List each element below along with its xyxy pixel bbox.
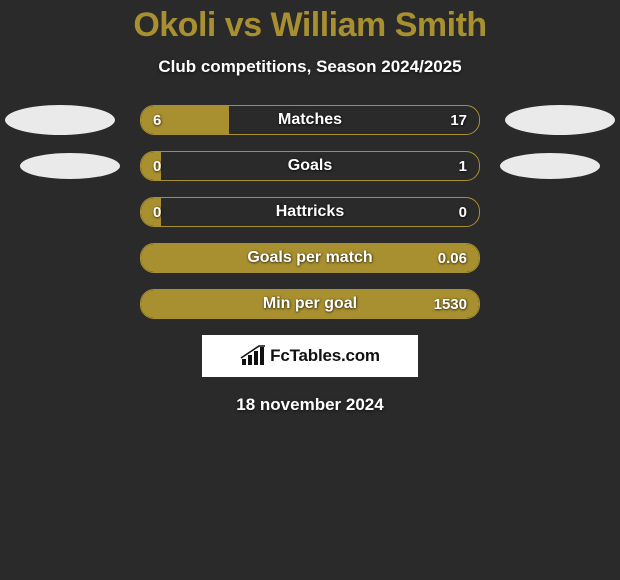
- stat-bar-fill: [141, 106, 229, 134]
- stat-bar-fill: [141, 198, 161, 226]
- stat-label: Goals: [141, 152, 479, 180]
- player-badge-right: [505, 105, 615, 135]
- subtitle: Club competitions, Season 2024/2025: [0, 57, 620, 77]
- logo-text: FcTables.com: [270, 346, 380, 366]
- page-title: Okoli vs William Smith: [0, 6, 620, 45]
- stats-area: 617Matches01Goals00Hattricks0.06Goals pe…: [0, 105, 620, 319]
- date-text: 18 november 2024: [0, 395, 620, 415]
- stat-row: 00Hattricks: [0, 197, 620, 227]
- stat-bar: 01Goals: [140, 151, 480, 181]
- bar-chart-icon: [240, 345, 266, 367]
- stat-row: 01Goals: [0, 151, 620, 181]
- stat-value-right: 0: [459, 198, 467, 226]
- player-badge-left: [20, 153, 120, 179]
- stat-bar: 617Matches: [140, 105, 480, 135]
- stat-label: Hattricks: [141, 198, 479, 226]
- stat-row: 1530Min per goal: [0, 289, 620, 319]
- stat-bar: 00Hattricks: [140, 197, 480, 227]
- stat-bar-fill: [141, 290, 479, 318]
- fctables-logo: FcTables.com: [202, 335, 418, 377]
- stat-bar-fill: [141, 152, 161, 180]
- stat-bar: 1530Min per goal: [140, 289, 480, 319]
- root: Okoli vs William Smith Club competitions…: [0, 0, 620, 580]
- player-badge-left: [5, 105, 115, 135]
- stat-bar-fill: [141, 244, 479, 272]
- stat-value-right: 1: [459, 152, 467, 180]
- stat-row: 617Matches: [0, 105, 620, 135]
- stat-bar: 0.06Goals per match: [140, 243, 480, 273]
- player-badge-right: [500, 153, 600, 179]
- stat-value-right: 17: [450, 106, 467, 134]
- stat-row: 0.06Goals per match: [0, 243, 620, 273]
